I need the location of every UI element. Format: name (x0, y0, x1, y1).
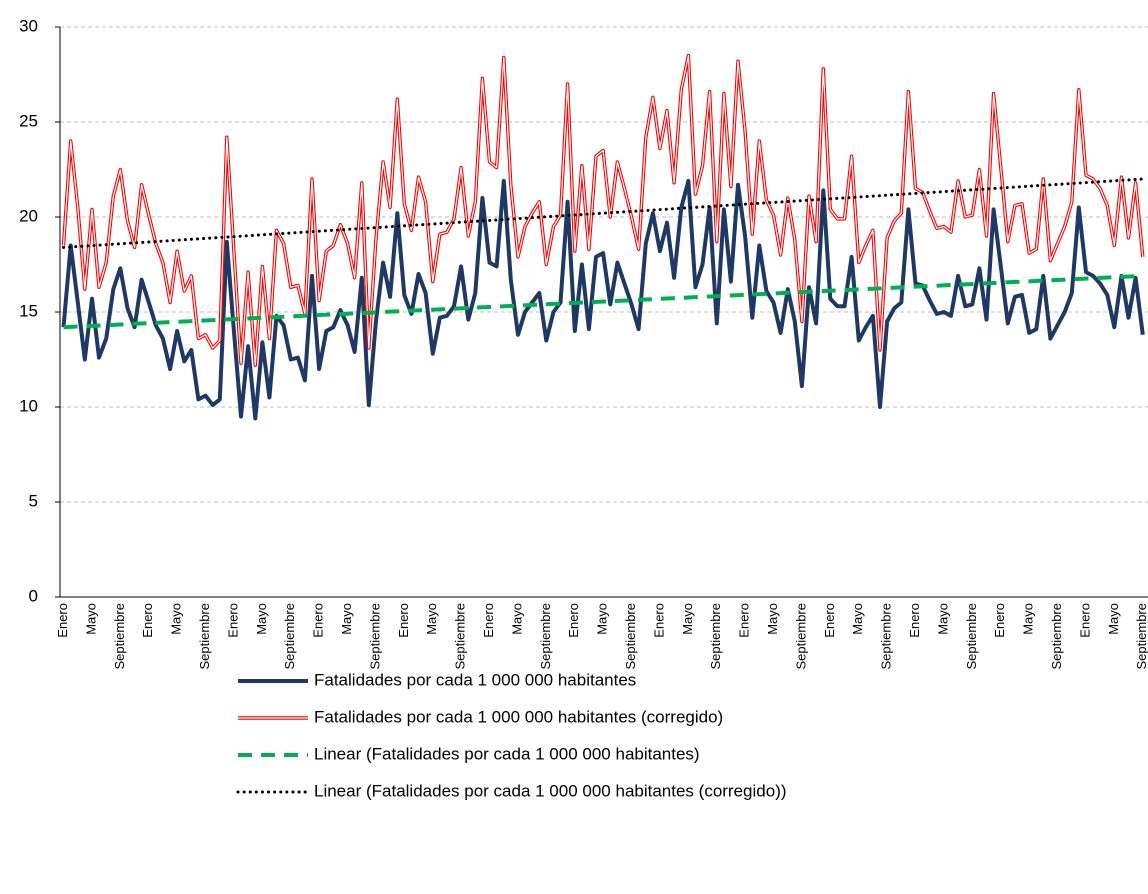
plot-area (61, 53, 1145, 421)
x-tick-label: Septiembre (282, 603, 297, 669)
x-tick-label: Enero (737, 603, 752, 638)
y-tick-label: 15 (19, 301, 38, 320)
x-tick-label: Mayo (509, 603, 524, 635)
x-tick-label: Mayo (765, 603, 780, 635)
x-tick-label: Enero (1077, 603, 1092, 638)
x-tick-label: Mayo (254, 603, 269, 635)
x-tick-label: Mayo (1021, 603, 1036, 635)
x-tick-label: Septiembre (879, 603, 894, 669)
x-tick-label: Enero (481, 603, 496, 638)
y-tick-label: 25 (19, 111, 38, 130)
x-tick-label: Septiembre (623, 603, 638, 669)
legend-label: Fatalidades por cada 1 000 000 habitante… (314, 670, 636, 689)
x-tick-label: Septiembre (367, 603, 382, 669)
x-tick-label: Septiembre (538, 603, 553, 669)
x-tick-label: Enero (651, 603, 666, 638)
x-tick-label: Septiembre (793, 603, 808, 669)
series-line-inner (62, 54, 1144, 366)
series-line (61, 178, 1145, 421)
legend-label: Fatalidades por cada 1 000 000 habitante… (314, 707, 723, 726)
x-tick-label: Mayo (169, 603, 184, 635)
legend-label: Linear (Fatalidades por cada 1 000 000 h… (314, 781, 787, 800)
x-tick-label: Mayo (850, 603, 865, 635)
y-tick-label: 5 (29, 491, 38, 510)
y-tick-label: 0 (29, 586, 38, 605)
x-tick-label: Enero (396, 603, 411, 638)
y-tick-label: 10 (19, 396, 38, 415)
y-tick-label: 20 (19, 206, 38, 225)
x-tick-label: Enero (311, 603, 326, 638)
x-tick-label: Septiembre (1049, 603, 1064, 669)
x-tick-label: Enero (907, 603, 922, 638)
x-tick-label: Enero (140, 603, 155, 638)
x-tick-label: Septiembre (197, 603, 212, 669)
x-tick-label: Enero (992, 603, 1007, 638)
x-tick-label: Septiembre (1134, 603, 1148, 669)
x-tick-label: Mayo (680, 603, 695, 635)
legend-label: Linear (Fatalidades por cada 1 000 000 h… (314, 744, 700, 763)
trend-line (63, 273, 1143, 330)
x-tick-label: Mayo (935, 603, 950, 635)
x-tick-label: Septiembre (708, 603, 723, 669)
x-tick-label: Septiembre (964, 603, 979, 669)
x-tick-label: Mayo (339, 603, 354, 635)
x-tick-label: Mayo (595, 603, 610, 635)
x-tick-label: Enero (55, 603, 70, 638)
x-tick-label: Enero (822, 603, 837, 638)
x-tick-label: Mayo (1106, 603, 1121, 635)
y-tick-label: 30 (19, 16, 38, 35)
x-tick-label: Septiembre (112, 603, 127, 669)
x-tick-label: Enero (566, 603, 581, 638)
x-tick-label: Septiembre (453, 603, 468, 669)
x-tick-label: Enero (225, 603, 240, 638)
x-tick-label: Mayo (83, 603, 98, 635)
x-tick-label: Mayo (424, 603, 439, 635)
